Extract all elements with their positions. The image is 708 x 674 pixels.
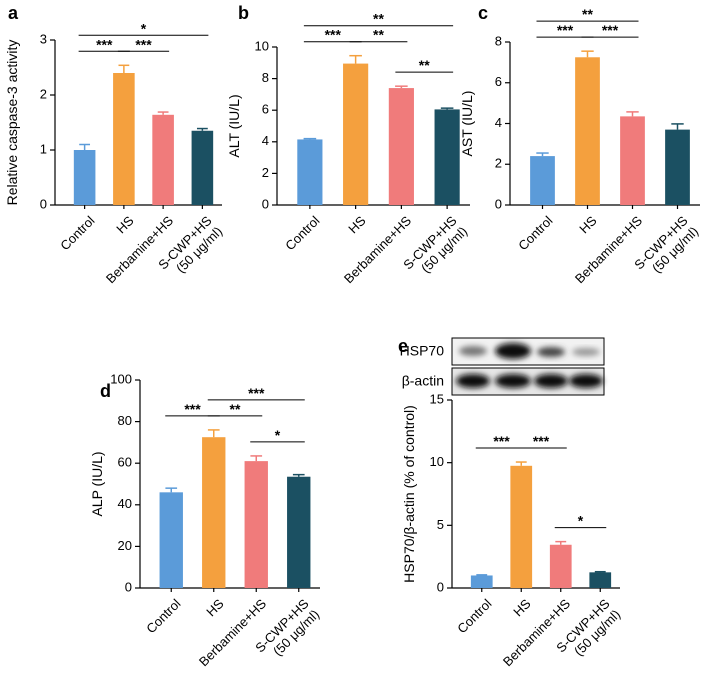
bar <box>159 492 183 588</box>
y-tick-label: 0 <box>437 579 444 594</box>
y-tick-label: 40 <box>118 496 132 511</box>
y-tick-label: 6 <box>495 74 502 89</box>
blot-band <box>569 374 603 388</box>
significance-label: *** <box>533 433 550 449</box>
panel-label: e <box>398 336 408 356</box>
blot-band <box>572 348 600 356</box>
bar <box>244 461 268 588</box>
significance-label: *** <box>493 433 510 449</box>
bar <box>191 130 214 205</box>
bar <box>575 57 600 205</box>
y-tick-label: 2 <box>495 156 502 171</box>
bar <box>152 114 174 205</box>
panel-label: a <box>8 3 19 23</box>
bar <box>589 572 612 588</box>
bar <box>620 116 645 205</box>
blot-band <box>534 374 568 388</box>
bar <box>73 150 96 205</box>
blot-label: β-actin <box>402 373 444 389</box>
y-tick-label: 15 <box>430 391 444 406</box>
bar <box>470 575 493 588</box>
bar <box>343 63 369 206</box>
western-blot <box>451 337 605 396</box>
bar <box>549 544 572 588</box>
y-axis-label: HSP70/β-actin (% of control) <box>401 405 417 583</box>
y-tick-label: 60 <box>118 455 132 470</box>
y-tick-label: 20 <box>118 538 132 553</box>
blot-band <box>495 374 531 388</box>
significance-label: ** <box>582 6 593 22</box>
panel-label: d <box>100 381 111 401</box>
y-tick-label: 80 <box>118 413 132 428</box>
significance-label: *** <box>602 22 619 38</box>
y-tick-label: 0 <box>40 196 47 211</box>
blot-band <box>456 374 490 388</box>
significance-label: *** <box>135 36 152 52</box>
bar <box>202 437 226 588</box>
panel-label: c <box>478 3 488 23</box>
significance-label: ** <box>373 11 384 27</box>
y-tick-label: 2 <box>40 86 47 101</box>
bar <box>510 465 533 588</box>
bar <box>297 139 323 205</box>
y-tick-label: 8 <box>495 33 502 48</box>
y-tick-label: 0 <box>495 196 502 211</box>
significance-label: ** <box>230 401 241 417</box>
bar <box>388 88 414 205</box>
y-axis-label: AST (IU/L) <box>459 91 475 157</box>
y-tick-label: 6 <box>262 102 269 117</box>
significance-label: *** <box>325 27 342 43</box>
y-tick-label: 10 <box>430 454 444 469</box>
significance-label: *** <box>248 385 265 401</box>
y-tick-label: 10 <box>255 38 269 53</box>
y-axis-label: Relative caspase-3 activity <box>4 40 20 206</box>
y-tick-label: 5 <box>437 517 444 532</box>
y-tick-label: 100 <box>110 371 132 386</box>
bar <box>434 109 460 205</box>
y-tick-label: 0 <box>125 579 132 594</box>
significance-label: *** <box>184 401 201 417</box>
y-axis-label: ALT (IU/L) <box>226 94 242 157</box>
significance-label: * <box>578 513 584 529</box>
blot-band <box>537 347 565 357</box>
significance-label: *** <box>96 36 113 52</box>
blot-band <box>495 343 531 359</box>
y-tick-label: 1 <box>40 141 47 156</box>
y-tick-label: 8 <box>262 70 269 85</box>
y-tick-label: 3 <box>40 31 47 46</box>
bar <box>287 476 311 588</box>
blot-label: HSP70 <box>400 343 445 359</box>
y-axis-label: ALP (IU/L) <box>89 451 105 516</box>
significance-label: ** <box>373 27 384 43</box>
bar <box>113 73 135 205</box>
y-tick-label: 4 <box>495 115 502 130</box>
significance-label: * <box>275 427 281 443</box>
panel-label: b <box>238 3 249 23</box>
y-tick-label: 2 <box>262 165 269 180</box>
bar <box>665 129 690 205</box>
bar <box>530 156 555 205</box>
blot-band <box>459 346 487 356</box>
y-tick-label: 0 <box>262 196 269 211</box>
significance-label: * <box>141 20 147 36</box>
significance-label: ** <box>419 57 430 73</box>
significance-label: *** <box>557 22 574 38</box>
y-tick-label: 4 <box>262 133 269 148</box>
